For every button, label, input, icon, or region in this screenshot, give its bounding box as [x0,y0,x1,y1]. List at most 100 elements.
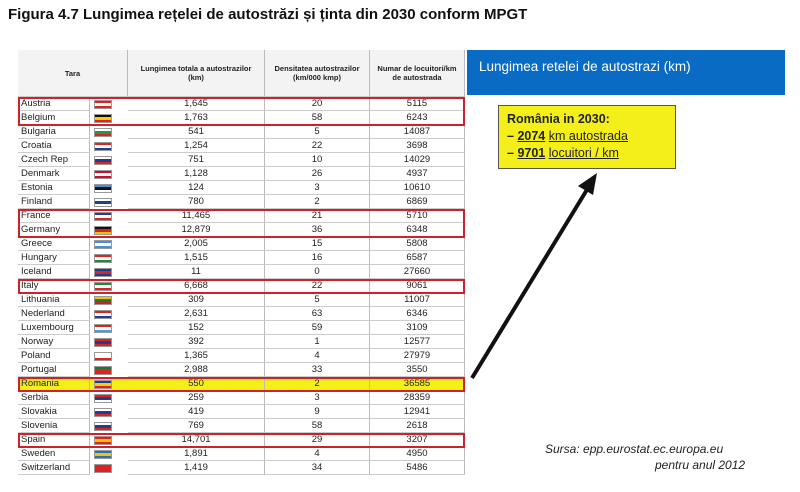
flag [94,296,112,305]
value-cell: 21 [265,209,370,223]
value-cell: 2618 [370,419,465,433]
flag [94,282,112,291]
flag-stripe [95,413,111,416]
country: Lithuania [18,293,90,307]
flag-stripe [95,173,111,176]
value-cell: 59 [265,321,370,335]
flag-stripe [95,117,111,120]
flag-stripe [95,185,111,188]
country: France [18,209,90,223]
value-cell: 1,645 [128,97,265,111]
flag-stripe [95,469,111,472]
flag-stripe [95,133,111,136]
flag-stripe [95,215,111,218]
country: Slovakia [18,405,90,419]
flag-stripe [95,287,111,290]
value-cell: 541 [128,125,265,139]
country: Poland [18,349,90,363]
flag-stripe [95,273,111,276]
value-cell: 12941 [370,405,465,419]
country: Estonia [18,181,90,195]
value-cell: 11,465 [128,209,265,223]
figure-title: Figura 4.7 Lungimea rețelei de autostrăz… [8,6,528,23]
value-cell: 4950 [370,447,465,461]
flag [94,268,112,277]
value-cell: 16 [265,251,370,265]
value-cell: 26 [265,167,370,181]
flag-stripe [95,243,111,246]
country: Nederland [18,307,90,321]
value-cell: 4937 [370,167,465,181]
flag-stripe [95,423,111,426]
red-outline [18,209,465,238]
flag-stripe [95,353,111,356]
red-outline [18,377,465,392]
flag-stripe [95,161,111,164]
flag [94,464,112,473]
value-cell: 2,988 [128,363,265,377]
value-cell: 15 [265,237,370,251]
value-cell: 11 [128,265,265,279]
flag [94,170,112,179]
callout-heading: România in 2030: [507,112,610,126]
value-cell: 152 [128,321,265,335]
flag-stripe [95,301,111,304]
flag-stripe [95,255,111,258]
flag-stripe [95,383,111,386]
value-cell: 4 [265,447,370,461]
value-cell: 769 [128,419,265,433]
flag-stripe [95,241,111,244]
flag-stripe [95,399,111,402]
flag-stripe [95,105,111,108]
country: Bulgaria [18,125,90,139]
country: Hungary [18,251,90,265]
dash: – [507,129,514,143]
value-cell: 9 [265,405,370,419]
country: Croatia [18,139,90,153]
flag-stripe [95,315,111,318]
flag-stripe [95,325,111,328]
value-cell: 28359 [370,391,465,405]
value-cell: 2,631 [128,307,265,321]
callout-line: – 2074 km autostrada [507,128,667,145]
country: Denmark [18,167,90,181]
flag-stripe [95,313,111,316]
source-year: pentru anul 2012 [655,458,746,472]
value-cell: 780 [128,195,265,209]
flag-stripe [95,411,111,414]
red-outline [18,97,465,126]
flag-stripe [95,427,111,430]
country: Slovenia [18,419,90,433]
value-cell: 1,515 [128,251,265,265]
value-cell: 6587 [370,251,465,265]
flag-stripe [95,355,111,358]
flag-stripe [95,217,111,220]
flag-stripe [95,409,111,412]
value-cell: 5808 [370,237,465,251]
flag-stripe [95,199,111,202]
flag-stripe [95,437,111,440]
red-outline [18,279,465,294]
flag [94,114,112,123]
flag [94,254,112,263]
flag [94,142,112,151]
flag-stripe [95,231,111,234]
value-cell: 10610 [370,181,465,195]
flag [94,352,112,361]
flag [94,436,112,445]
value-cell: 392 [128,335,265,349]
value-cell: 309 [128,293,265,307]
flag-stripe [95,339,111,342]
flag [94,156,112,165]
value-cell: 10 [265,153,370,167]
value-cell: 14087 [370,125,465,139]
flag-stripe [95,465,111,468]
value-cell: 1 [265,335,370,349]
value-cell: 3 [265,391,370,405]
value-cell: 751 [128,153,265,167]
value-cell: 5 [265,293,370,307]
value-cell: 11007 [370,293,465,307]
value-cell: 1,365 [128,349,265,363]
